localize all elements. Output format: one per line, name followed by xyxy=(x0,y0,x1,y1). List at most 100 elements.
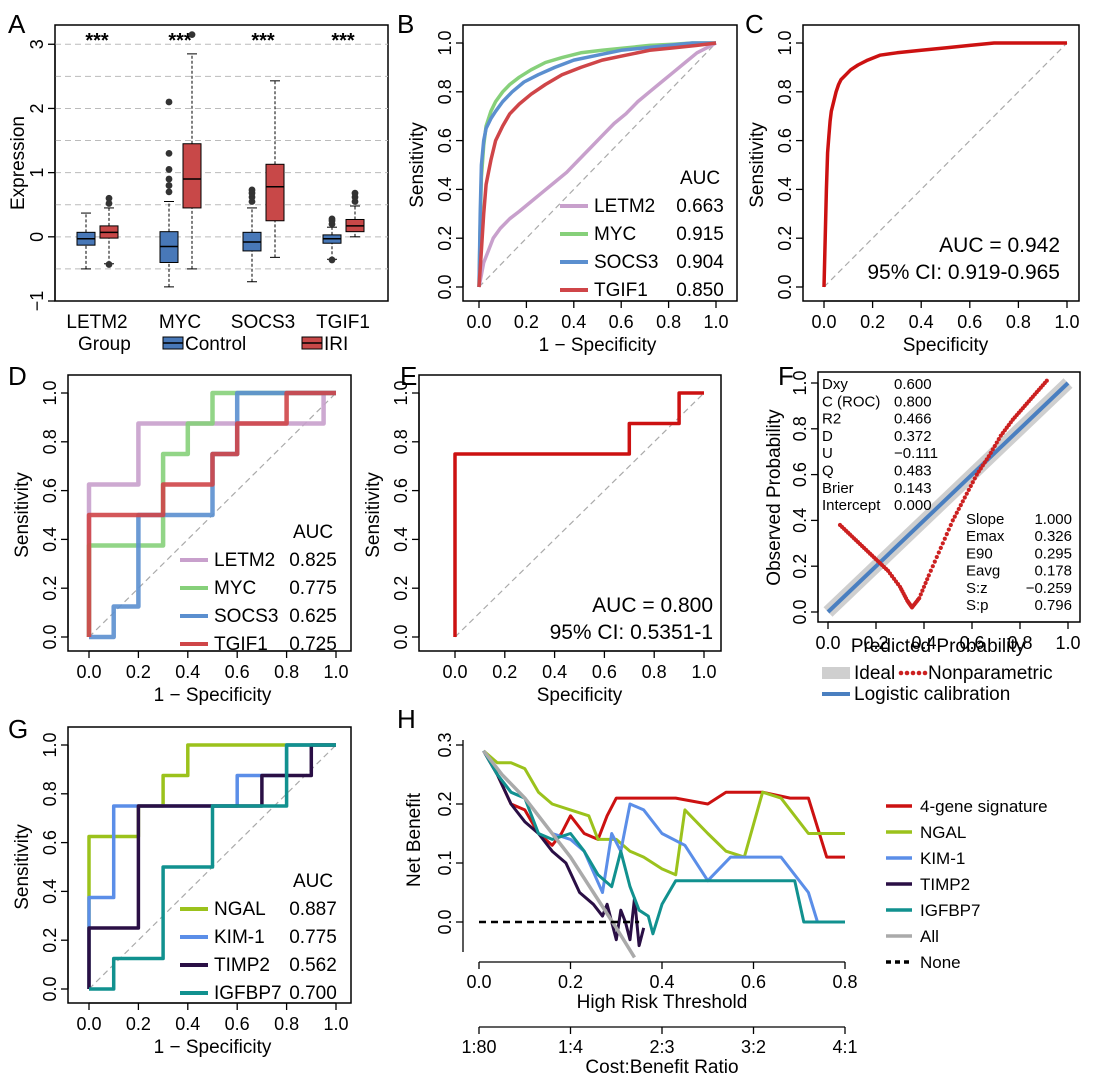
F-legend-key-nonparametric xyxy=(910,670,916,676)
A-outlier xyxy=(351,189,359,197)
D-y-tick-label: 1.0 xyxy=(40,380,60,405)
C-x-tick-label: 0.8 xyxy=(1006,312,1031,332)
D-legend-title: AUC xyxy=(293,522,333,543)
A-outlier xyxy=(105,200,113,207)
F-nonparametric-point xyxy=(960,499,965,504)
E-y-tick-label: 0.2 xyxy=(391,576,411,601)
B-x-tick-label: 1.0 xyxy=(703,312,728,332)
G-legend-auc-igfbp7: 0.700 xyxy=(289,983,337,1004)
G-x-tick-label: 1.0 xyxy=(323,1014,348,1034)
A-outlier xyxy=(105,194,113,202)
H-curve-ngal xyxy=(482,749,845,877)
A-significance-mark: *** xyxy=(85,30,109,52)
E-y-tick-label: 0.8 xyxy=(391,429,411,454)
G-y-tick-label: 0.8 xyxy=(40,781,60,806)
H-y-tick-label: 0.0 xyxy=(435,909,455,934)
C-plot-frame xyxy=(802,24,1080,302)
F-y-tick-label: 0.6 xyxy=(790,462,810,487)
C-x-tick-label: 0.2 xyxy=(860,312,885,332)
G-legend-auc-timp2: 0.562 xyxy=(289,955,337,976)
F-x-axis-label: Predicted Probability xyxy=(851,636,1026,657)
F-legend-key-nonparametric xyxy=(904,670,910,676)
E-roc-curve-model xyxy=(453,391,704,637)
H-curve-kim-1 xyxy=(482,750,845,924)
E-x-axis-label: Specificity xyxy=(537,685,623,706)
E-y-tick-label: 0.4 xyxy=(391,527,411,552)
F-logistic-calibration-line xyxy=(826,381,1070,614)
F-nonparametric-point xyxy=(996,437,1001,442)
F-legend-key-nonparametric xyxy=(916,670,922,676)
B-legend-auc-letm2: 0.663 xyxy=(676,196,724,217)
G-roc-curve-igfbp7 xyxy=(89,743,336,991)
A-outlier xyxy=(165,182,173,189)
C-reference-diagonal xyxy=(823,42,1068,288)
C-x-tick-label: 1.0 xyxy=(1054,312,1079,332)
F-nonparametric-point xyxy=(936,550,941,555)
F-y-tick-label: 0.2 xyxy=(790,554,810,579)
H-y-tick-label: 0.1 xyxy=(435,850,455,875)
D-x-tick-label: 0.8 xyxy=(274,662,299,682)
F-nonparametric-point xyxy=(925,577,930,582)
F-stat-name: Intercept xyxy=(822,497,881,514)
F-nonparametric-point xyxy=(940,541,945,546)
D-x-tick-label: 0.2 xyxy=(126,662,151,682)
E-x-tick-label: 0.0 xyxy=(442,662,467,682)
H-legend-label-kim-1: KIM-1 xyxy=(920,849,965,868)
F-x-tick-label: 0.8 xyxy=(1007,633,1032,653)
F-nonparametric-point xyxy=(976,469,981,474)
A-y-tick-label: 3 xyxy=(27,39,47,49)
B-roc-curve-tgif1 xyxy=(477,41,717,288)
A-legend-label-iri: IRI xyxy=(324,334,348,355)
A-category-label: TGIF1 xyxy=(316,312,370,333)
G-y-tick-label: 0.6 xyxy=(40,830,60,855)
F-x-tick-label: 0.4 xyxy=(911,633,936,653)
H-x-tick-label: 0.8 xyxy=(832,972,857,992)
F-x-tick-label: 0.0 xyxy=(815,633,840,653)
F-y-axis-label: Observed Probability xyxy=(764,409,785,586)
D-legend-auc-socs3: 0.625 xyxy=(289,606,337,627)
F-y-tick-label: 0.8 xyxy=(790,416,810,441)
B-legend-label-tgif1: TGIF1 xyxy=(594,280,648,301)
F-nonparametric-point xyxy=(986,454,991,459)
D-legend-auc-myc: 0.775 xyxy=(289,578,337,599)
B-legend-auc-tgif1: 0.850 xyxy=(676,280,724,301)
F-nonparametric-point xyxy=(962,495,967,500)
C-y-tick-label: 0.6 xyxy=(775,128,795,153)
F-legend-key-nonparametric xyxy=(922,670,928,676)
F-nonparametric-point xyxy=(956,506,961,512)
H-y-tick-label: 0.3 xyxy=(435,732,455,757)
G-y-tick-label: 1.0 xyxy=(40,732,60,757)
C-y-tick-label: 0.0 xyxy=(775,274,795,299)
A-outlier xyxy=(165,166,173,173)
D-x-tick-label: 1.0 xyxy=(323,662,348,682)
B-legend-label-letm2: LETM2 xyxy=(594,196,655,217)
G-y-tick-label: 0.2 xyxy=(40,928,60,953)
F-nonparametric-point xyxy=(938,545,943,550)
G-legend-label-igfbp7: IGFBP7 xyxy=(214,983,282,1004)
G-legend-auc-ngal: 0.887 xyxy=(289,899,337,920)
F-nonparametric-point xyxy=(934,554,939,560)
D-y-axis-label: Sensitivity xyxy=(12,472,33,558)
F-legend-label-nonparametric: Nonparametric xyxy=(928,663,1053,684)
F-nonparametric-point xyxy=(964,491,969,496)
H-x-axis-label: High Risk Threshold xyxy=(577,992,748,1013)
A-legend-label-control: Control xyxy=(185,334,246,355)
B-y-tick-label: 1.0 xyxy=(435,30,455,55)
D-legend-label-tgif1: TGIF1 xyxy=(214,634,268,655)
F-nonparametric-point xyxy=(923,580,928,586)
F-stat-value: 1.000 xyxy=(1034,511,1072,528)
F-nonparametric-point xyxy=(954,510,959,515)
F-nonparametric-point xyxy=(921,584,927,589)
C-x-axis-label: Specificity xyxy=(903,335,989,356)
F-nonparametric-point xyxy=(942,536,947,541)
D-x-axis-label: 1 − Specificity xyxy=(154,685,272,706)
A-outlier xyxy=(188,31,196,39)
F-stat-value: 0.800 xyxy=(894,393,932,410)
F-stat-name: C (ROC) xyxy=(822,393,880,410)
E-y-axis-label: Sensitivity xyxy=(363,472,384,558)
H-x2-tick-label: 3:2 xyxy=(741,1037,766,1057)
D-legend-label-socs3: SOCS3 xyxy=(214,606,278,627)
C-y-axis-label: Sensitivity xyxy=(747,122,768,208)
G-x-tick-label: 0.0 xyxy=(76,1014,101,1034)
